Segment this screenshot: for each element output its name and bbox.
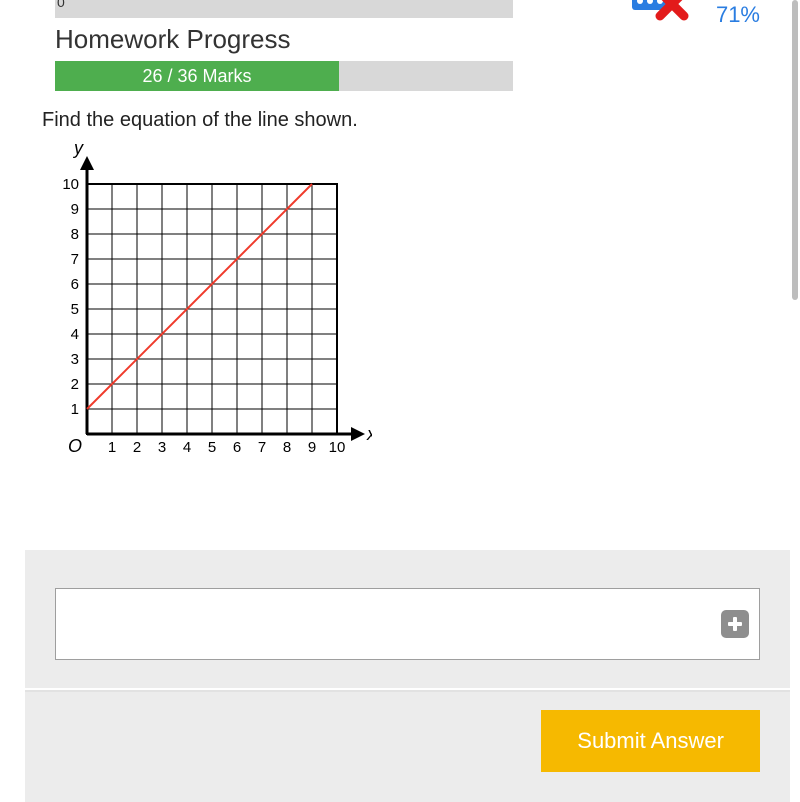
svg-text:10: 10 xyxy=(329,439,346,456)
calculator-disabled-icon xyxy=(636,0,686,30)
svg-text:1: 1 xyxy=(71,401,79,418)
svg-text:4: 4 xyxy=(71,326,79,343)
svg-text:8: 8 xyxy=(71,226,79,243)
svg-text:7: 7 xyxy=(258,439,266,456)
svg-text:x: x xyxy=(366,424,372,444)
svg-text:5: 5 xyxy=(71,301,79,318)
progress-label: 26 / 36 Marks xyxy=(142,66,251,87)
svg-text:3: 3 xyxy=(71,351,79,368)
svg-text:7: 7 xyxy=(71,251,79,268)
svg-text:6: 6 xyxy=(233,439,241,456)
progress-track: 26 / 36 Marks xyxy=(55,61,513,91)
progress-fill: 26 / 36 Marks xyxy=(55,61,339,91)
submit-row: Submit Answer xyxy=(25,690,790,802)
svg-text:2: 2 xyxy=(71,376,79,393)
scrollbar[interactable] xyxy=(792,0,798,300)
expand-keypad-button[interactable] xyxy=(721,610,749,638)
svg-text:5: 5 xyxy=(208,439,216,456)
answer-panel xyxy=(25,550,790,688)
svg-text:2: 2 xyxy=(133,439,141,456)
line-chart: 1234567891012345678910xyO xyxy=(42,144,800,469)
svg-text:3: 3 xyxy=(158,439,166,456)
svg-text:9: 9 xyxy=(308,439,316,456)
svg-text:9: 9 xyxy=(71,201,79,218)
submit-answer-button[interactable]: Submit Answer xyxy=(541,710,760,772)
svg-text:O: O xyxy=(68,436,82,456)
homework-progress-title: Homework Progress xyxy=(55,24,636,55)
svg-text:1: 1 xyxy=(108,439,116,456)
prev-progress-bar: 0 xyxy=(55,0,513,18)
svg-text:8: 8 xyxy=(283,439,291,456)
svg-text:4: 4 xyxy=(183,439,191,456)
question-text: Find the equation of the line shown. xyxy=(42,109,800,132)
svg-text:10: 10 xyxy=(62,176,79,193)
answer-input[interactable] xyxy=(55,588,760,660)
score-percent: 71% xyxy=(716,2,760,28)
svg-text:y: y xyxy=(72,144,84,158)
svg-text:6: 6 xyxy=(71,276,79,293)
